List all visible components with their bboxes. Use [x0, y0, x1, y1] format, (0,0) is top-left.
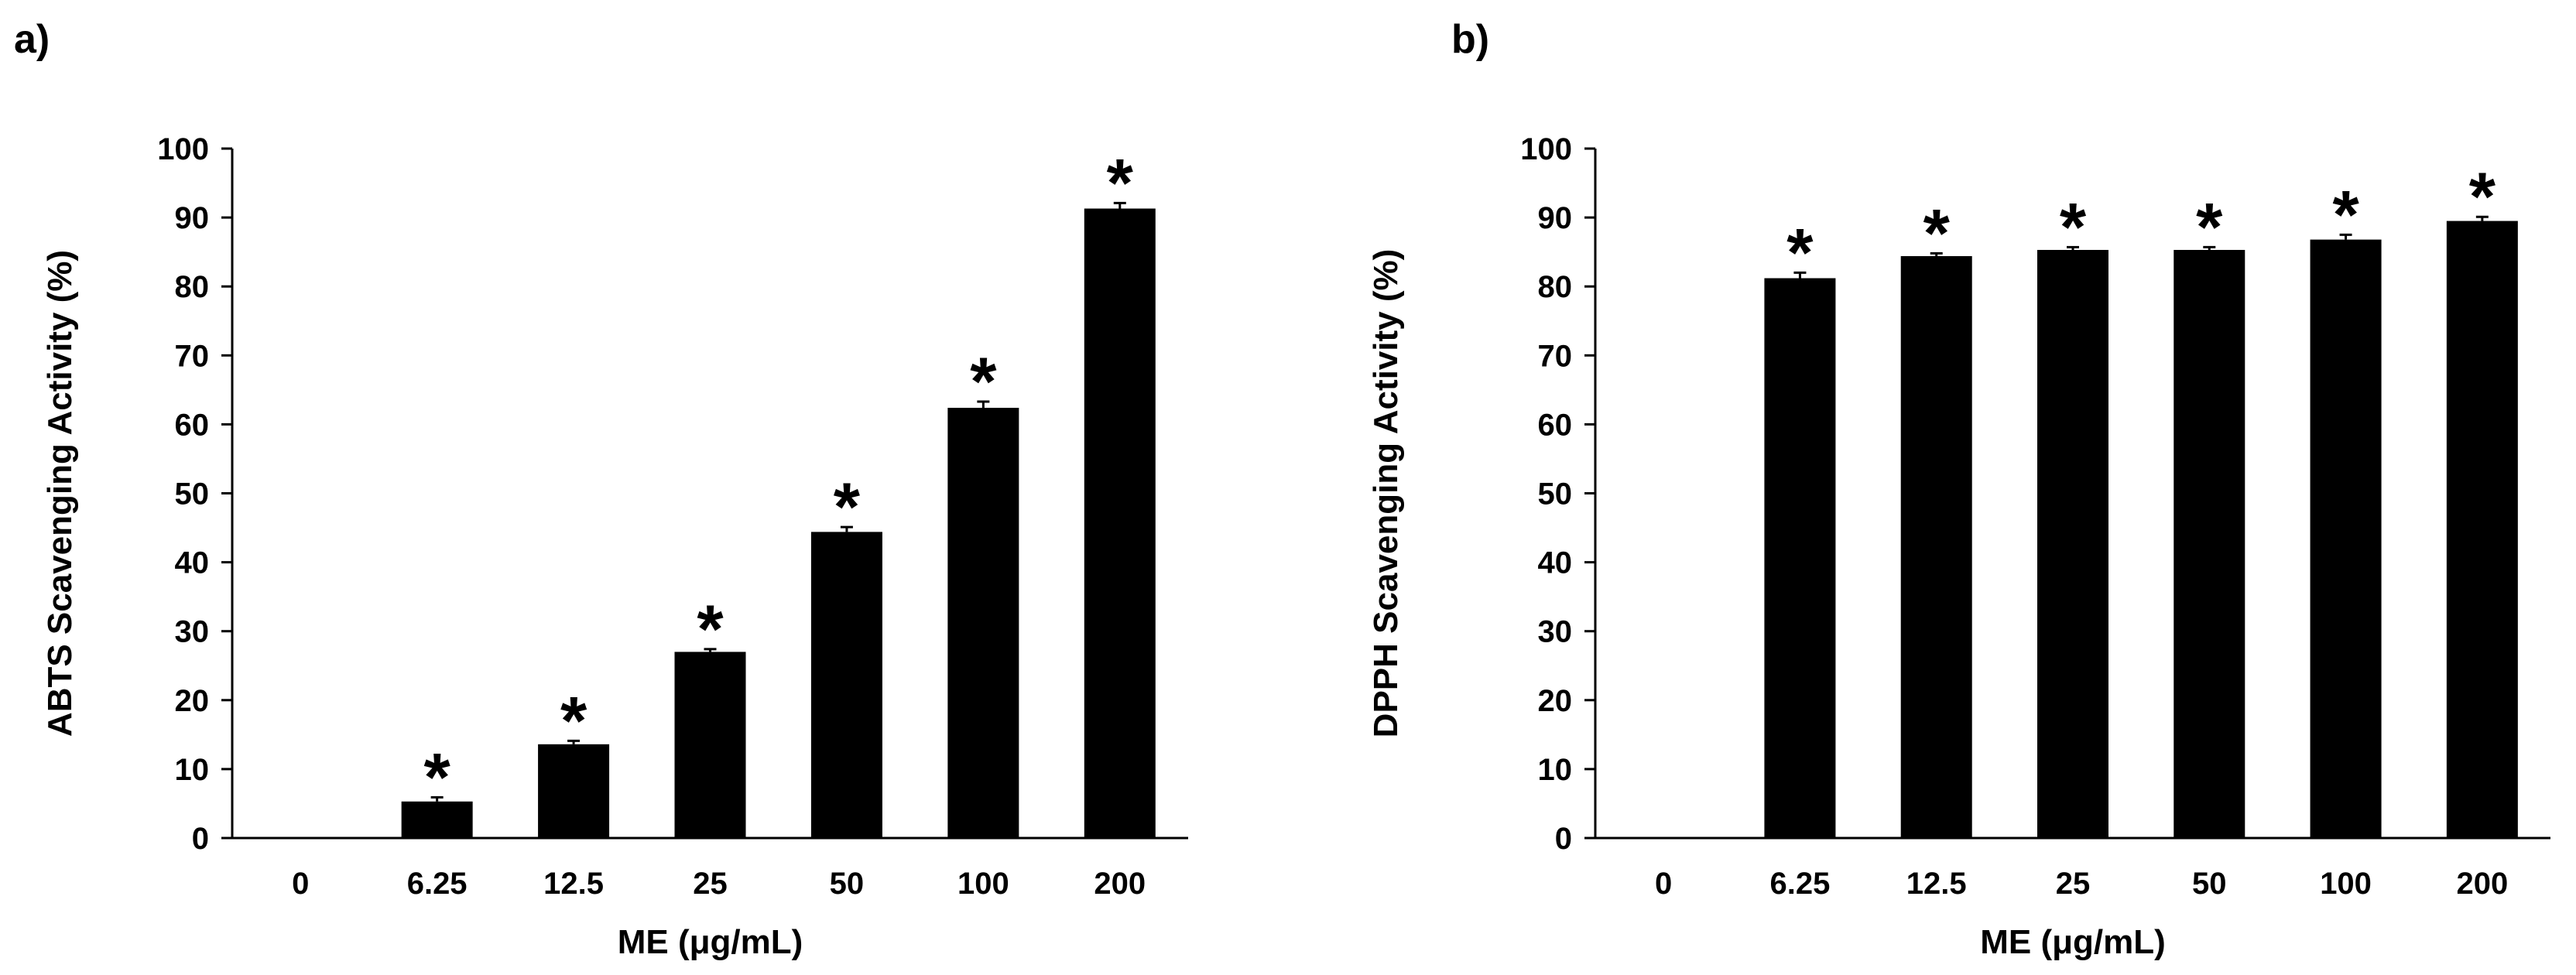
x-tick-label: 50: [2192, 867, 2227, 901]
x-tick-label: 6.25: [1769, 867, 1830, 901]
significance-marker: *: [1786, 214, 1814, 290]
y-tick-label: 50: [175, 477, 210, 511]
x-tick-label: 0: [292, 867, 309, 901]
y-tick-label: 30: [175, 615, 210, 649]
significance-marker: *: [1923, 194, 1951, 271]
bar: [1084, 208, 1156, 839]
significance-marker: *: [834, 468, 861, 545]
chart-a: a) 0 10 20 30 40 50 60 70 80 90 100 0 * 6.25 * 12.5 * 25 *…: [14, 17, 1188, 961]
x-tick-label: 200: [1094, 867, 1146, 901]
bar: [538, 744, 610, 838]
y-tick-label: 40: [1538, 546, 1573, 580]
bar: [2310, 239, 2382, 838]
y-tick-label: 50: [1538, 477, 1573, 511]
y-tick-label: 80: [175, 270, 210, 304]
significance-marker: *: [560, 682, 587, 758]
y-axis-title: DPPH Scavenging Activity (%): [1367, 249, 1405, 738]
y-tick-label: 0: [1555, 822, 1572, 856]
y-tick-label: 90: [1538, 201, 1573, 235]
y-tick-label: 40: [175, 546, 210, 580]
y-tick-label: 100: [157, 132, 209, 166]
y-tick-label: 20: [1538, 684, 1573, 718]
significance-marker: *: [1107, 144, 1134, 221]
y-tick-label: 30: [1538, 615, 1573, 649]
x-tick-label: 25: [2056, 867, 2091, 901]
y-tick-label: 60: [1538, 408, 1573, 442]
x-axis-title: ME (μg/mL): [618, 923, 803, 961]
bar: [2174, 249, 2245, 838]
y-tick-label: 10: [1538, 753, 1573, 787]
x-tick-label: 100: [2320, 867, 2372, 901]
x-tick-label: 12.5: [543, 867, 604, 901]
significance-marker: *: [697, 590, 724, 667]
chart-b: b) 0 10 20 30 40 50 60 70 80 90 100 0 * 6.25 * 12.5 * 25 *…: [1367, 17, 2550, 961]
y-tick-label: 20: [175, 684, 210, 718]
x-tick-label: 12.5: [1906, 867, 1967, 901]
bar: [401, 801, 473, 838]
significance-marker: *: [2060, 188, 2087, 265]
x-tick-label: 6.25: [407, 867, 468, 901]
bar: [1900, 255, 1972, 839]
bar: [810, 532, 882, 838]
y-tick-label: 100: [1520, 132, 1572, 166]
y-axis-title: ABTS Scavenging Activity (%): [41, 250, 79, 737]
x-tick-label: 200: [2456, 867, 2508, 901]
y-tick-label: 0: [192, 822, 209, 856]
x-tick-label: 100: [957, 867, 1009, 901]
panel-letter: b): [1451, 17, 1489, 62]
x-tick-label: 0: [1655, 867, 1672, 901]
y-tick-label: 60: [175, 408, 210, 442]
bar: [2446, 221, 2518, 838]
bar: [1764, 278, 1836, 838]
significance-marker: *: [970, 343, 997, 419]
y-tick-label: 70: [175, 339, 210, 373]
bar: [674, 652, 746, 838]
x-tick-label: 50: [830, 867, 865, 901]
bar: [947, 408, 1019, 838]
significance-marker: *: [2469, 158, 2496, 234]
significance-marker: *: [424, 738, 451, 815]
y-tick-label: 10: [175, 753, 210, 787]
significance-marker: *: [2332, 176, 2359, 252]
bar: [2037, 249, 2108, 838]
x-axis-title: ME (μg/mL): [1980, 923, 2166, 961]
y-tick-label: 80: [1538, 270, 1573, 304]
y-tick-label: 90: [175, 201, 210, 235]
x-tick-label: 25: [693, 867, 728, 901]
y-tick-label: 70: [1538, 339, 1573, 373]
panel-letter: a): [14, 17, 50, 62]
significance-marker: *: [2196, 188, 2223, 265]
